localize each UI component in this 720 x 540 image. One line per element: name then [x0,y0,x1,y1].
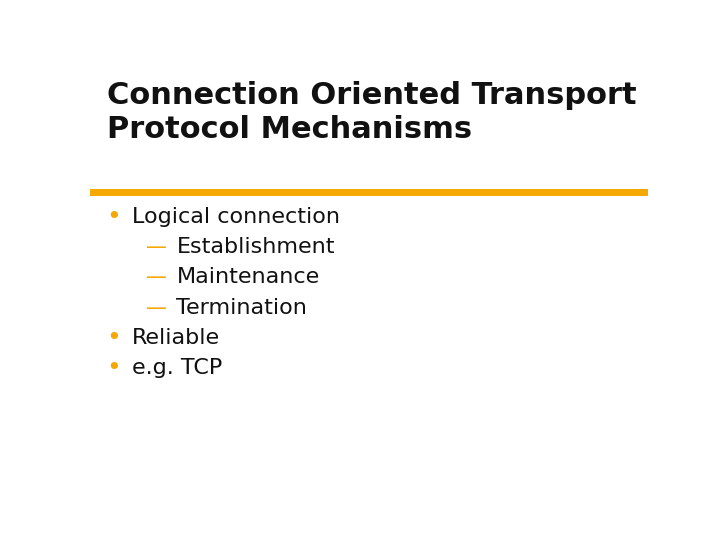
Text: Connection Oriented Transport
Protocol Mechanisms: Connection Oriented Transport Protocol M… [107,82,636,144]
Text: —: — [145,237,166,257]
Text: Reliable: Reliable [132,328,220,348]
Text: e.g. TCP: e.g. TCP [132,359,222,379]
Text: Maintenance: Maintenance [176,267,320,287]
Text: •: • [107,356,122,380]
Text: •: • [107,205,122,228]
Text: —: — [145,267,166,287]
Text: Logical connection: Logical connection [132,207,340,227]
Text: Termination: Termination [176,298,307,318]
Text: —: — [145,298,166,318]
Text: •: • [107,326,122,350]
Text: Establishment: Establishment [176,237,335,257]
